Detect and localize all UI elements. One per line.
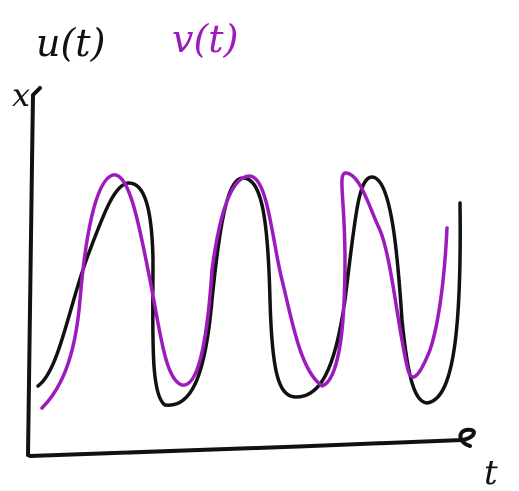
u-label: u(t) [36, 21, 105, 65]
y-axis-label: x [12, 76, 30, 114]
sketch: u(t) v(t) x t [0, 0, 519, 491]
v-label: v(t) [172, 17, 238, 61]
y-axis [28, 88, 40, 455]
v-curve [42, 173, 447, 408]
u-curve [38, 177, 460, 405]
x-axis [30, 430, 474, 456]
x-axis-label: t [484, 453, 498, 491]
